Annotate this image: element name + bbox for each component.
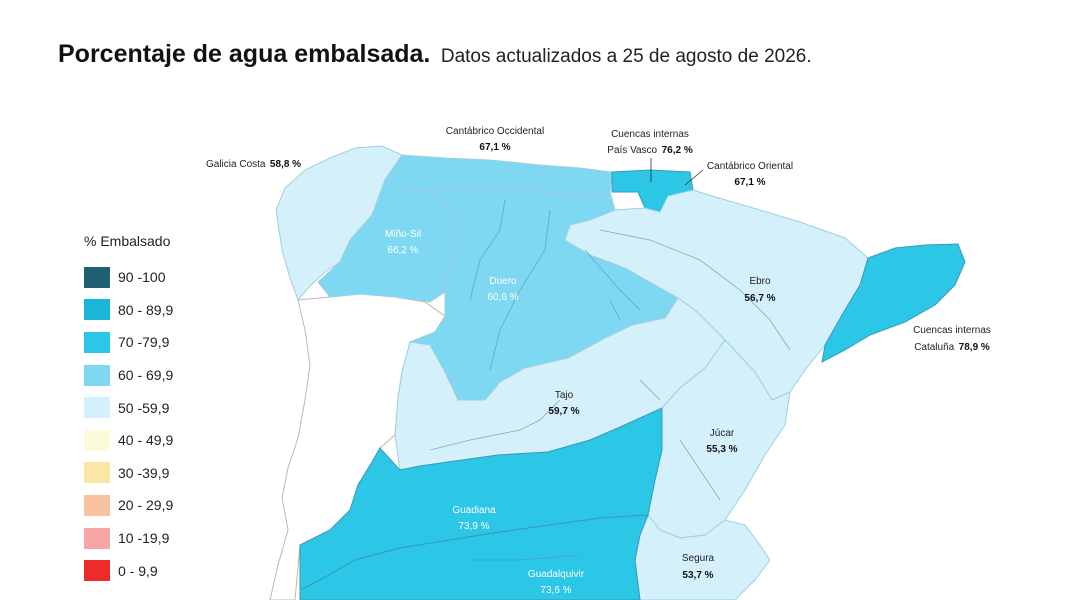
region-ebro (564, 189, 869, 401)
legend-label: 70 -79,9 (118, 334, 170, 351)
page-title: Porcentaje de agua embalsada. Datos actu… (58, 40, 812, 69)
legend-label: 10 -19,9 (118, 530, 170, 547)
label-guadalquivir-value: 73,6 % (540, 585, 571, 596)
label-tajo-value: 59,7 % (548, 406, 579, 417)
label-guadiana-value: 73,9 % (458, 521, 489, 532)
legend-item: 20 - 29,9 (84, 489, 173, 522)
legend-item: 80 - 89,9 (84, 294, 173, 327)
legend-swatch (84, 560, 110, 582)
legend-label: 90 -100 (118, 269, 166, 286)
label-ebro-name: Ebro (749, 276, 771, 287)
legend-label: 20 - 29,9 (118, 497, 174, 514)
legend-item: 0 - 9,9 (84, 554, 173, 587)
legend-item: 10 -19,9 (84, 522, 173, 555)
legend-swatch (84, 462, 110, 484)
legend-swatch (84, 397, 110, 419)
label-duero-name: Duero (489, 276, 517, 287)
label-mino-sil-name: Miño-Sil (385, 229, 421, 240)
label-cataluna-line2: Cataluña 78,9 % (914, 337, 990, 354)
legend-swatch (84, 266, 110, 288)
title-subtitle: Datos actualizados a 25 de agosto de 202… (440, 46, 812, 67)
legend-item: 30 -39,9 (84, 457, 173, 490)
legend-label: 60 - 69,9 (118, 367, 174, 384)
label-ebro-value: 56,7 % (744, 293, 775, 304)
label-jucar-value: 55,3 % (706, 444, 737, 455)
legend-swatch (84, 494, 110, 516)
legend-item: 70 -79,9 (84, 326, 173, 359)
label-pais-vasco-name1: Cuencas internas (611, 129, 689, 140)
label-guadiana-name: Guadiana (452, 505, 496, 516)
label-tajo-name: Tajo (555, 390, 574, 401)
label-cantabrico-occ-value: 67,1 % (479, 142, 510, 153)
label-galicia-costa: Galicia Costa 58,8 % (206, 154, 301, 171)
legend-item: 90 -100 (84, 261, 173, 294)
legend-swatch (84, 527, 110, 549)
legend-label: 50 -59,9 (118, 399, 170, 416)
label-cantabrico-ori-name: Cantábrico Oriental (707, 161, 793, 172)
label-segura-value: 53,7 % (682, 570, 713, 581)
legend-title: % Embalsado (84, 233, 171, 249)
label-cantabrico-ori-value: 67,1 % (734, 177, 765, 188)
legend-swatch (84, 429, 110, 451)
title-main: Porcentaje de agua embalsada. (58, 40, 431, 68)
legend-label: 30 -39,9 (118, 464, 170, 481)
legend-item: 50 -59,9 (84, 391, 173, 424)
label-cantabrico-occ-name: Cantábrico Occidental (446, 126, 544, 137)
legend-swatch (84, 364, 110, 386)
label-mino-sil-value: 66,2 % (387, 245, 418, 256)
legend-item: 60 - 69,9 (84, 359, 173, 392)
region-cataluna (821, 243, 966, 363)
legend-item: 40 - 49,9 (84, 424, 173, 457)
legend-label: 40 - 49,9 (118, 432, 174, 449)
legend-swatch (84, 299, 110, 321)
label-cataluna-name1: Cuencas internas (913, 325, 991, 336)
label-jucar-name: Júcar (710, 428, 735, 439)
label-guadalquivir-name: Guadalquivir (528, 569, 585, 580)
label-segura-name: Segura (682, 553, 715, 564)
river-lines (429, 199, 791, 561)
legend: % Embalsado 90 -100 80 - 89,9 70 -79,9 60 -… (84, 233, 173, 587)
legend-label: 0 - 9,9 (118, 562, 158, 579)
legend-swatch (84, 331, 110, 353)
label-pais-vasco-line2: País Vasco 76,2 % (607, 140, 693, 157)
legend-items: 90 -100 80 - 89,9 70 -79,9 60 - 69,9 50 -59,… (84, 261, 173, 587)
leader-cantabrico-ori (684, 169, 704, 186)
label-duero-value: 60,6 % (487, 292, 518, 303)
legend-label: 80 - 89,9 (118, 301, 174, 318)
region-guadalquivir (299, 514, 649, 600)
